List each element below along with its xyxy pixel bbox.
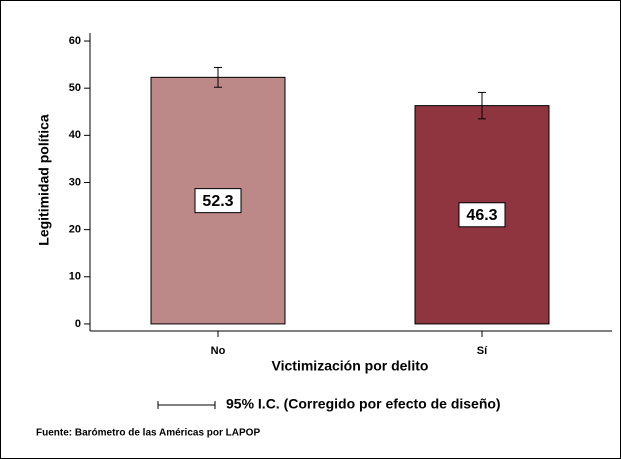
y-tick-label: 20 — [69, 224, 81, 236]
value-label-box — [194, 188, 242, 214]
y-tick-label: 30 — [69, 176, 81, 188]
y-tick-label: 0 — [75, 318, 81, 330]
x-tick-label: No — [211, 345, 226, 357]
x-tick-label: Sí — [477, 345, 488, 357]
y-tick-label: 40 — [69, 129, 81, 141]
y-axis-title: Legitimidad política — [36, 114, 52, 246]
y-tick-label: 60 — [69, 35, 81, 47]
value-label: 46.3 — [466, 207, 497, 224]
x-axis-title: Victimización por delito — [272, 358, 429, 374]
y-tick-label: 10 — [69, 271, 81, 283]
legend-label: 95% I.C. (Corregido por efecto de diseño… — [226, 396, 501, 412]
y-tick-label: 50 — [69, 82, 81, 94]
value-label: 52.3 — [202, 193, 233, 210]
value-label-box — [458, 202, 506, 228]
source-note: Fuente: Barómetro de las Américas por LA… — [36, 428, 260, 439]
